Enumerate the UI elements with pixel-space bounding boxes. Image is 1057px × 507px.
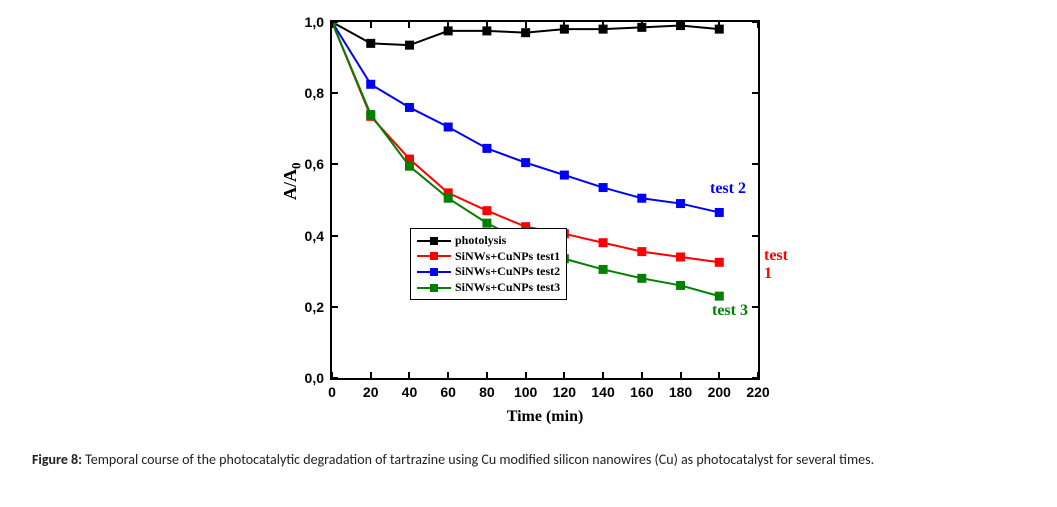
y-tick-label: 0,6: [305, 156, 324, 172]
series-inline-label: test 1: [764, 247, 788, 283]
y-tick-label: 0,0: [305, 370, 324, 386]
series-marker: [482, 219, 491, 228]
series-marker: [676, 199, 685, 208]
series-marker: [521, 158, 530, 167]
x-tick-label: 160: [630, 384, 653, 400]
y-axis-label: A/A0: [280, 163, 305, 201]
series-marker: [560, 171, 569, 180]
figure-label: Figure 8:: [32, 451, 82, 468]
series-marker: [405, 41, 414, 50]
chart-legend: photolysisSiNWs+CuNPs test1SiNWs+CuNPs t…: [410, 228, 567, 300]
x-tick-label: 40: [402, 384, 418, 400]
chart-plot-area: 0204060801001201401601802002200,00,20,40…: [330, 20, 760, 380]
y-tick-label: 0,4: [305, 228, 324, 244]
series-marker: [444, 123, 453, 132]
series-marker: [599, 183, 608, 192]
x-tick-label: 200: [708, 384, 731, 400]
y-tick-label: 0,2: [305, 299, 324, 315]
x-tick-label: 80: [479, 384, 495, 400]
y-tick-label: 1,0: [305, 14, 324, 30]
y-tick-label: 0,8: [305, 85, 324, 101]
series-marker: [482, 144, 491, 153]
series-marker: [715, 208, 724, 217]
series-marker: [482, 206, 491, 215]
x-tick-label: 0: [328, 384, 336, 400]
x-tick-label: 220: [746, 384, 769, 400]
series-marker: [405, 103, 414, 112]
legend-item: photolysis: [417, 233, 560, 249]
series-inline-label: test 2: [710, 180, 746, 198]
x-tick-label: 60: [440, 384, 456, 400]
figure-caption: Figure 8: Temporal course of the photoca…: [32, 450, 1027, 470]
x-tick-label: 20: [363, 384, 379, 400]
legend-item: SiNWs+CuNPs test1: [417, 249, 560, 265]
x-tick-label: 100: [514, 384, 537, 400]
series-marker: [676, 252, 685, 261]
chart-svg: [332, 22, 758, 378]
x-tick-label: 120: [553, 384, 576, 400]
series-marker: [637, 247, 646, 256]
legend-item: SiNWs+CuNPs test3: [417, 280, 560, 296]
series-marker: [715, 292, 724, 301]
figure-caption-text: Temporal course of the photocatalytic de…: [82, 451, 874, 468]
series-marker: [444, 194, 453, 203]
series-marker: [637, 274, 646, 283]
series-marker: [366, 80, 375, 89]
x-tick-label: 140: [591, 384, 614, 400]
series-marker: [599, 265, 608, 274]
series-marker: [521, 28, 530, 37]
series-marker: [637, 194, 646, 203]
series-marker: [366, 39, 375, 48]
series-marker: [599, 238, 608, 247]
series-marker: [366, 110, 375, 119]
x-tick-label: 180: [669, 384, 692, 400]
series-marker: [715, 258, 724, 267]
legend-item: SiNWs+CuNPs test2: [417, 264, 560, 280]
series-marker: [405, 162, 414, 171]
series-inline-label: test 3: [712, 302, 748, 320]
series-line: [332, 22, 719, 212]
series-marker: [676, 281, 685, 290]
